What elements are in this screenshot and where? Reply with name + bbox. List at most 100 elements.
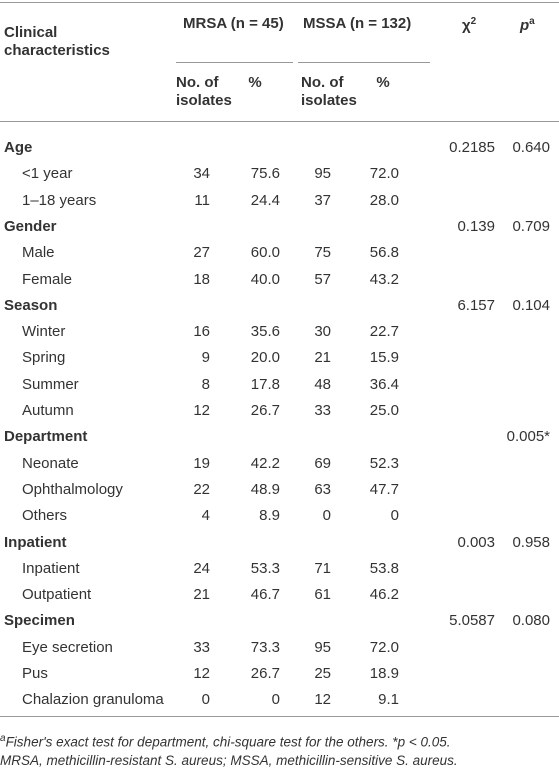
cell: 20.0 xyxy=(250,349,280,367)
cell: 11 xyxy=(194,191,210,209)
rule xyxy=(0,2,559,3)
row-label: Neonate xyxy=(22,454,79,472)
cell: 22.7 xyxy=(369,323,399,341)
rule xyxy=(176,62,293,63)
row-label: Male xyxy=(22,244,55,262)
cell: 15.9 xyxy=(369,349,399,367)
cell: 0 xyxy=(322,507,331,525)
cell: 72.0 xyxy=(369,638,399,656)
chi-value: 0.2185 xyxy=(449,139,495,156)
cell: 34 xyxy=(193,165,210,183)
column-header: pa xyxy=(520,13,535,35)
cell: 25 xyxy=(314,665,331,682)
row-label: Eye secretion xyxy=(22,638,113,656)
cell: 48 xyxy=(314,375,331,393)
cell: 60.0 xyxy=(250,244,280,262)
cell: 75 xyxy=(314,244,331,262)
cell: 33 xyxy=(314,402,331,419)
cell: 46.7 xyxy=(250,586,280,604)
column-header: MRSA (n = 45) xyxy=(183,15,284,32)
cell: 48.9 xyxy=(250,480,280,498)
p-value: 0.640 xyxy=(512,139,550,156)
cell: 8 xyxy=(201,375,210,393)
cell: 12 xyxy=(193,665,210,682)
cell: 52.3 xyxy=(369,454,399,472)
cell: 17.8 xyxy=(250,375,280,393)
sub-header: % xyxy=(376,74,390,91)
cell: 57 xyxy=(314,270,331,288)
row-label: Chalazion granuloma xyxy=(22,691,164,709)
p-value: 0.005* xyxy=(506,428,550,446)
cell: 37 xyxy=(314,191,331,209)
row-label: Spring xyxy=(22,349,66,367)
cell: 9.1 xyxy=(378,691,399,709)
row-label: Female xyxy=(22,270,73,288)
cell: 28.0 xyxy=(369,191,399,209)
row-label: Autumn xyxy=(22,402,74,419)
group-label: Department xyxy=(4,428,88,446)
group-label: Specimen xyxy=(4,612,75,630)
cell: 46.2 xyxy=(369,586,399,604)
cell: 26.7 xyxy=(250,402,280,419)
p-value: 0.080 xyxy=(512,612,550,630)
rule xyxy=(298,62,430,63)
cell: 30 xyxy=(314,323,331,341)
group-label: Age xyxy=(4,139,33,156)
chi-value: 0.139 xyxy=(457,217,495,235)
cell: 43.2 xyxy=(369,270,399,288)
cell: 36.4 xyxy=(369,375,399,393)
footnote-text: MRSA, methicillin-resistant S. aureus; M… xyxy=(0,753,458,768)
cell: 33 xyxy=(193,638,210,656)
column-header: χ2 xyxy=(462,13,476,35)
cell: 8.9 xyxy=(259,507,280,525)
cell: 95 xyxy=(314,638,331,656)
cell: 53.3 xyxy=(250,559,280,577)
cell: 0 xyxy=(201,691,210,709)
cell: 56.8 xyxy=(369,244,399,262)
rule xyxy=(0,121,559,122)
row-label: Others xyxy=(22,507,68,525)
cell: 24.4 xyxy=(250,191,280,209)
cell: 12 xyxy=(314,691,331,709)
footnote: aFisher's exact test for department, chi… xyxy=(0,730,450,752)
row-label: Ophthalmology xyxy=(22,480,123,498)
sub-header: % xyxy=(248,74,262,91)
superscript: 2 xyxy=(470,16,477,27)
cell: 22 xyxy=(193,480,210,498)
cell: 18.9 xyxy=(369,665,399,682)
column-header: Clinical characteristics xyxy=(4,24,110,59)
row-label: <1 year xyxy=(22,165,73,183)
footnote-text: Fisher's exact test for department, chi-… xyxy=(5,734,451,750)
p-value: 0.104 xyxy=(512,296,550,314)
cell: 42.2 xyxy=(250,454,280,472)
chi-value: 5.0587 xyxy=(449,612,495,630)
sub-header: No. of isolates xyxy=(301,74,357,109)
cell: 27 xyxy=(193,244,210,262)
footnote-marker: a xyxy=(0,733,6,744)
cell: 21 xyxy=(314,349,331,367)
cell: 72.0 xyxy=(369,165,399,183)
cell: 18 xyxy=(193,270,210,288)
cell: 95 xyxy=(314,165,331,183)
group-label: Gender xyxy=(4,217,57,235)
cell: 9 xyxy=(201,349,210,367)
cell: 53.8 xyxy=(369,559,399,577)
symbol: p xyxy=(520,17,530,34)
cell: 24 xyxy=(193,559,210,577)
cell: 71 xyxy=(314,559,331,577)
chi-value: 0.003 xyxy=(457,533,495,551)
cell: 73.3 xyxy=(250,638,280,656)
row-label: Pus xyxy=(22,665,48,682)
cell: 0 xyxy=(390,507,399,525)
cell: 25.0 xyxy=(369,402,399,419)
cell: 12 xyxy=(193,402,210,419)
cell: 0 xyxy=(271,691,280,709)
chi-value: 6.157 xyxy=(457,296,495,314)
cell: 63 xyxy=(314,480,331,498)
superscript: a xyxy=(529,16,535,27)
cell: 19 xyxy=(193,454,210,472)
row-label: Winter xyxy=(22,323,66,341)
row-label: Inpatient xyxy=(22,559,80,577)
group-label: Season xyxy=(4,296,58,314)
